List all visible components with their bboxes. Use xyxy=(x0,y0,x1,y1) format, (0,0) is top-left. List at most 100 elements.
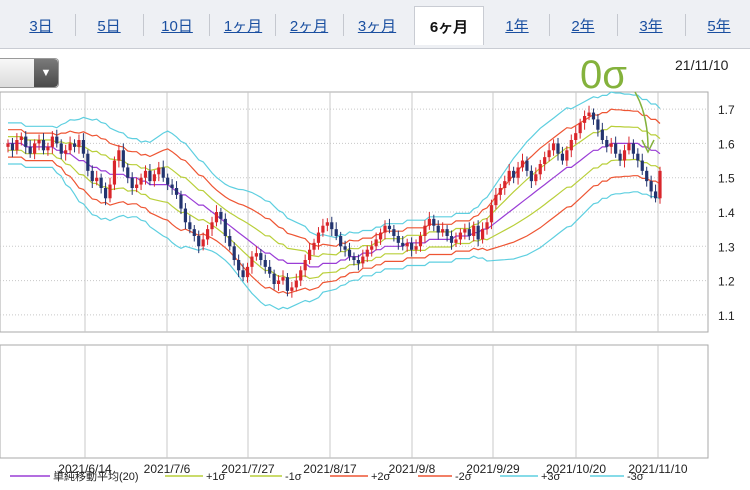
candle-body xyxy=(414,246,418,250)
candle-body xyxy=(370,246,374,250)
tab-8[interactable]: 2年 xyxy=(571,17,595,35)
candle-body xyxy=(653,191,658,199)
candle-body xyxy=(152,174,156,182)
candle-body xyxy=(41,140,46,151)
candle-body xyxy=(543,157,547,164)
candle-body xyxy=(237,260,241,271)
tab-6[interactable]: 6ヶ月 xyxy=(414,6,484,45)
y-tick-label: 1.2 xyxy=(718,275,735,289)
candle-body xyxy=(228,236,232,247)
candle-body xyxy=(117,150,121,161)
candle-body xyxy=(529,170,533,182)
tab-4[interactable]: 2ヶ月 xyxy=(289,17,329,35)
x-tick-label: 2021/8/17 xyxy=(303,462,357,476)
candle-body xyxy=(179,194,183,209)
candle-body xyxy=(28,146,32,154)
candle-body xyxy=(148,170,152,182)
y-tick-label: 1.1 xyxy=(718,309,735,323)
candle-body xyxy=(37,140,41,144)
candle-body xyxy=(95,177,99,182)
x-tick-label: 2021/7/6 xyxy=(144,462,191,476)
tab-3[interactable]: 1ヶ月 xyxy=(223,17,263,35)
plus-2-sigma-line xyxy=(8,108,661,247)
candle-body xyxy=(401,242,405,247)
tab-separator xyxy=(549,14,550,36)
tab-2[interactable]: 10日 xyxy=(161,17,193,35)
candle-body xyxy=(609,143,613,147)
candle-body xyxy=(445,229,449,236)
candle-body xyxy=(285,277,290,291)
minus-1-sigma-line xyxy=(8,149,661,280)
legend-label: +3σ xyxy=(541,471,561,483)
candle-body xyxy=(512,170,516,178)
tab-separator xyxy=(617,14,618,36)
tab-9[interactable]: 3年 xyxy=(639,17,663,35)
candle-body xyxy=(126,167,130,178)
candle-body xyxy=(50,136,54,147)
candle-body xyxy=(157,167,161,175)
candle-body xyxy=(55,136,59,144)
tab-10[interactable]: 5年 xyxy=(707,17,731,35)
candle-body xyxy=(405,242,409,247)
candle-body xyxy=(232,246,236,260)
chevron-down-icon: ▼ xyxy=(34,59,58,87)
tab-0[interactable]: 3日 xyxy=(29,17,53,35)
candle-body xyxy=(276,280,281,284)
candle-body xyxy=(383,225,387,233)
candle-body xyxy=(6,143,10,147)
candle-body xyxy=(387,225,392,230)
candle-body xyxy=(480,229,485,240)
candle-body xyxy=(458,232,463,240)
candle-body xyxy=(640,160,644,171)
candle-body xyxy=(449,236,454,243)
candle-body xyxy=(534,174,538,182)
candle-body xyxy=(578,122,582,134)
annotation-arrow xyxy=(634,91,649,149)
candle-body xyxy=(432,218,436,226)
candle-body xyxy=(294,280,298,288)
candle-body xyxy=(636,153,640,161)
tab-1[interactable]: 5日 xyxy=(97,17,121,35)
candle-body xyxy=(197,236,201,247)
candle-body xyxy=(467,229,471,236)
candle-body xyxy=(649,181,653,192)
tab-separator xyxy=(685,14,686,36)
candle-body xyxy=(77,140,81,147)
candle-body xyxy=(241,270,245,278)
tab-7[interactable]: 1年 xyxy=(505,17,529,35)
tab-5[interactable]: 3ヶ月 xyxy=(357,17,397,35)
minus-3-sigma-line xyxy=(8,163,661,311)
annotation-arrowhead xyxy=(641,139,655,154)
candle-body xyxy=(520,160,525,168)
minus-2-sigma-line xyxy=(8,156,661,295)
candle-body xyxy=(347,249,352,257)
candle-body xyxy=(281,277,285,281)
candle-body xyxy=(299,270,303,281)
candle-body xyxy=(170,184,174,188)
candle-body xyxy=(103,188,108,199)
candle-body xyxy=(188,222,192,230)
candle-body xyxy=(494,194,498,206)
candle-body xyxy=(245,266,250,278)
candle-body xyxy=(192,229,196,236)
candle-body xyxy=(565,150,569,161)
candle-body xyxy=(476,225,480,240)
candle-body xyxy=(507,170,511,182)
x-tick-label: 2021/7/27 xyxy=(221,462,275,476)
candle-body xyxy=(139,177,143,185)
candle-body xyxy=(33,143,37,154)
candle-body xyxy=(361,256,365,264)
x-tick-label: 2021/11/10 xyxy=(628,462,687,476)
candle-body xyxy=(591,112,596,120)
legend-label: -2σ xyxy=(455,471,472,483)
y-tick-label: 1.4 xyxy=(718,206,735,220)
tab-separator xyxy=(143,14,144,36)
chart-type-dropdown[interactable]: ▼ xyxy=(0,58,59,88)
candle-body xyxy=(600,129,604,140)
candle-body xyxy=(582,116,587,123)
candle-body xyxy=(396,236,400,243)
candle-body xyxy=(81,140,86,154)
candle-body xyxy=(525,160,529,171)
candle-body xyxy=(365,249,369,257)
